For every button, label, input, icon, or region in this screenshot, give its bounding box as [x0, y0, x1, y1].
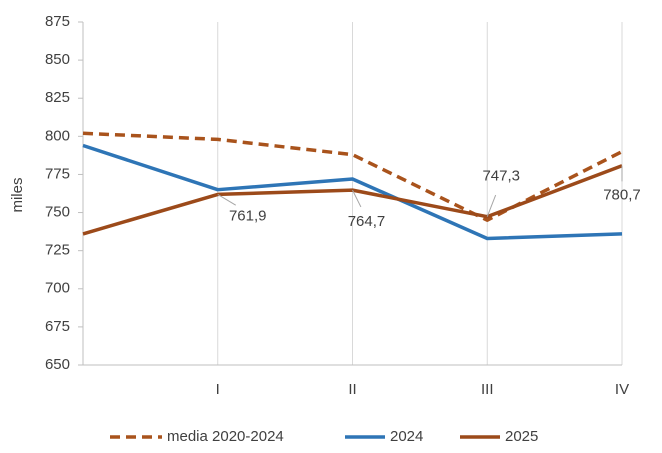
y-tick-label: 875 [45, 13, 70, 30]
y-tick-label: 700 [45, 280, 70, 297]
y-tick-label: 675 [45, 318, 70, 335]
leader-line [486, 194, 497, 217]
x-tick-label: I [216, 381, 220, 398]
line-series [82, 131, 623, 222]
data-label: 764,7 [348, 213, 386, 230]
y-axis-label: miles [9, 177, 26, 212]
y-tick-label: 825 [45, 89, 70, 106]
y-tick-label: 650 [45, 356, 70, 373]
x-tick-label: II [348, 381, 356, 398]
y-tick-label: 725 [45, 242, 70, 259]
legend-label: 2024 [390, 428, 423, 445]
data-label: 747,3 [482, 168, 520, 185]
legend-label: 2025 [505, 428, 538, 445]
data-label: 780,7 [603, 187, 641, 204]
y-tick-label: 800 [45, 127, 70, 144]
leader-line [352, 189, 362, 208]
y-tick-label: 750 [45, 204, 70, 221]
y-tick-label: 850 [45, 51, 70, 68]
y-tick-label: 775 [45, 165, 70, 182]
leader-line [217, 193, 237, 206]
x-tick-label: IV [615, 381, 629, 398]
x-tick-label: III [481, 381, 494, 398]
line-series [82, 143, 623, 241]
data-label: 761,9 [229, 207, 267, 224]
legend-label: media 2020-2024 [167, 428, 284, 445]
